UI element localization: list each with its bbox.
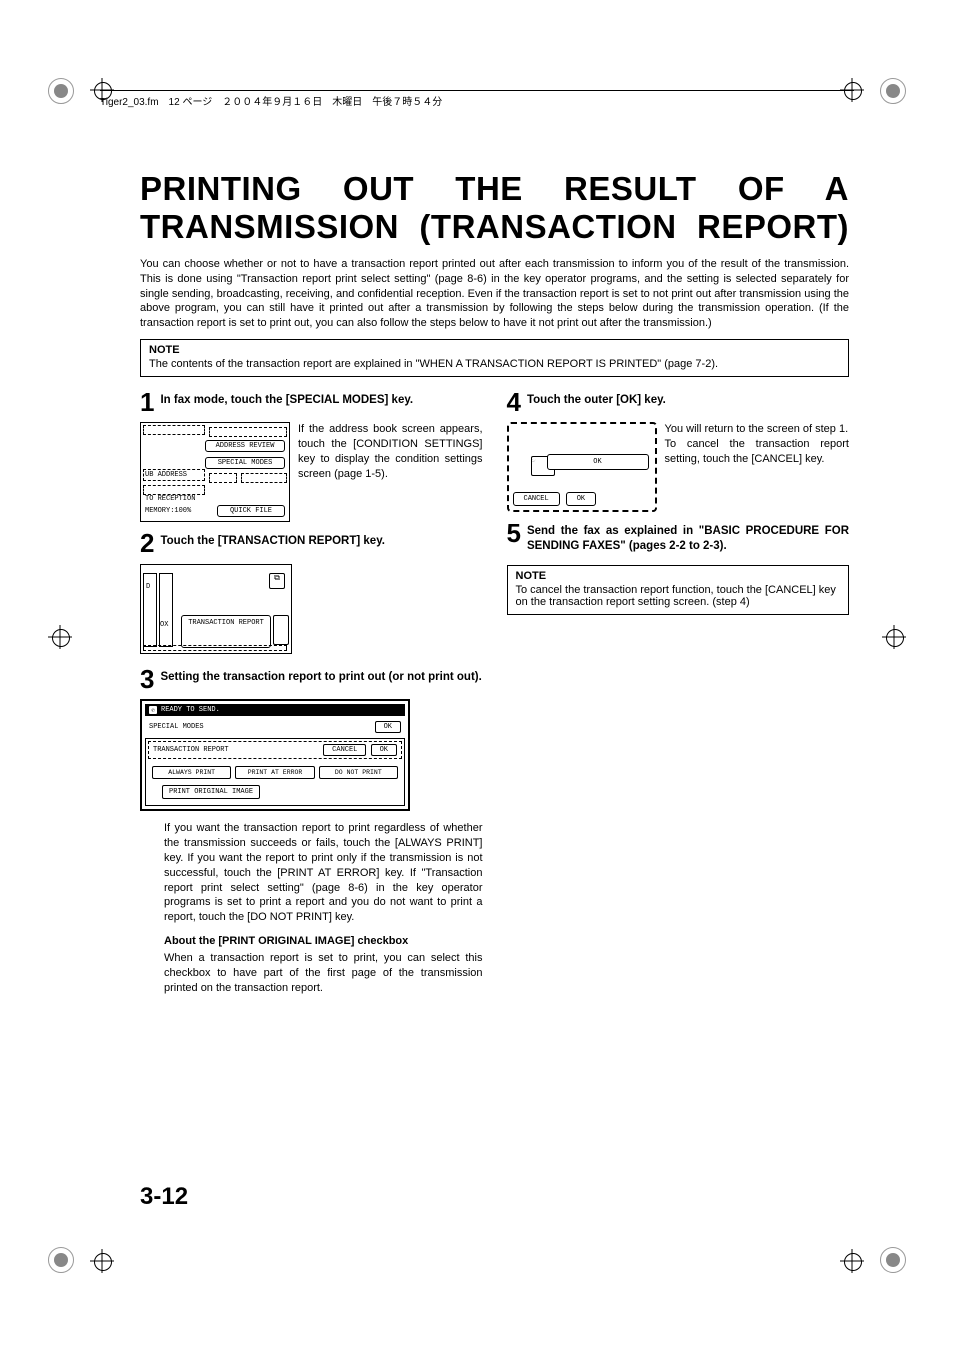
special-modes-label: SPECIAL MODES (149, 723, 204, 731)
content-area: PRINTING OUT THE RESULT OF A TRANSMISSIO… (140, 170, 849, 1221)
left-column: 1 In fax mode, touch the [SPECIAL MODES]… (140, 391, 483, 996)
note-box: NOTE The contents of the transaction rep… (140, 339, 849, 377)
always-print-button[interactable]: ALWAYS PRINT (152, 766, 231, 779)
ok-button[interactable]: OK (375, 721, 401, 733)
page-title: PRINTING OUT THE RESULT OF A TRANSMISSIO… (140, 170, 849, 246)
reg-cross-icon (882, 625, 906, 649)
note-box: NOTE To cancel the transaction report fu… (507, 565, 850, 615)
step-heading: In fax mode, touch the [SPECIAL MODES] k… (160, 391, 413, 414)
step-heading: Touch the [TRANSACTION REPORT] key. (160, 532, 384, 555)
ok-button[interactable]: OK (371, 744, 397, 756)
step-number: 4 (507, 391, 521, 414)
transaction-report-button[interactable]: TRANSACTION REPORT (181, 615, 271, 648)
sub-heading: About the [PRINT ORIGINAL IMAGE] checkbo… (164, 935, 483, 947)
figure-4: ☞ OK CANCEL OK (507, 422, 657, 512)
transaction-report-label: TRANSACTION REPORT (153, 746, 229, 754)
note-text: The contents of the transaction report a… (149, 358, 718, 370)
right-column: 4 Touch the outer [OK] key. ☞ OK CANCEL … (507, 391, 850, 996)
print-original-image-checkbox[interactable]: PRINT ORIGINAL IMAGE (162, 785, 260, 799)
phone-icon: ✆ (149, 706, 157, 714)
address-review-button[interactable]: ADDRESS REVIEW (205, 440, 285, 452)
fig2-label: D (146, 583, 150, 591)
quick-file-button[interactable]: QUICK FILE (217, 505, 285, 517)
step-heading: Setting the transaction report to print … (160, 668, 481, 691)
header-meta: Tiger2_03.fm 12 ページ ２００４年９月１６日 木曜日 午後７時５… (100, 90, 854, 108)
step-number: 2 (140, 532, 154, 555)
do-not-print-button[interactable]: DO NOT PRINT (319, 766, 398, 779)
sub-body: When a transaction report is set to prin… (164, 951, 483, 996)
step-heading: Touch the outer [OK] key. (527, 391, 666, 414)
print-at-error-button[interactable]: PRINT AT ERROR (235, 766, 314, 779)
cancel-button[interactable]: CANCEL (323, 744, 366, 756)
reg-cross-icon (90, 1249, 114, 1273)
step-number: 5 (507, 522, 521, 553)
reg-circle-icon (48, 1247, 74, 1273)
step-number: 1 (140, 391, 154, 414)
page: Tiger2_03.fm 12 ページ ２００４年９月１６日 木曜日 午後７時５… (0, 0, 954, 1351)
note-text: To cancel the transaction report functio… (516, 584, 836, 608)
figure-2: D OX ⧉ TRANSACTION REPORT (140, 564, 292, 654)
reg-cross-icon (48, 625, 72, 649)
note-label: NOTE (149, 344, 840, 356)
note-label: NOTE (516, 570, 841, 582)
reg-circle-icon (48, 78, 74, 104)
header-text: Tiger2_03.fm 12 ページ ２００４年９月１６日 木曜日 午後７時５… (100, 97, 442, 108)
ok-outer-button[interactable]: OK (547, 454, 649, 470)
page-number: 3-12 (140, 1183, 188, 1211)
step-body: You will return to the screen of step 1.… (665, 422, 850, 512)
reg-cross-icon (840, 1249, 864, 1273)
figure-1: ADDRESS REVIEW SPECIAL MODES UB ADDRESS … (140, 422, 290, 522)
step-body: If the address book screen appears, touc… (298, 422, 483, 522)
step-heading: Send the fax as explained in "BASIC PROC… (527, 522, 849, 553)
status-text: READY TO SEND. (161, 706, 220, 714)
transaction-report-label: TRANSACTION REPORT (188, 619, 264, 627)
step-number: 3 (140, 668, 154, 691)
sub-address-label: UB ADDRESS (145, 471, 187, 479)
step-body: If you want the transaction report to pr… (164, 821, 483, 925)
reg-circle-icon (880, 78, 906, 104)
intro-paragraph: You can choose whether or not to have a … (140, 257, 849, 331)
fig2-label2: OX (160, 621, 168, 629)
reg-circle-icon (880, 1247, 906, 1273)
figure-3: ✆ READY TO SEND. SPECIAL MODES OK TRANSA… (140, 699, 410, 811)
ok-button[interactable]: OK (566, 492, 596, 506)
reception-label: TO RECEPTION (145, 495, 195, 503)
cancel-button[interactable]: CANCEL (513, 492, 560, 506)
special-modes-button[interactable]: SPECIAL MODES (205, 457, 285, 469)
memory-label: MEMORY:100% (145, 507, 191, 515)
